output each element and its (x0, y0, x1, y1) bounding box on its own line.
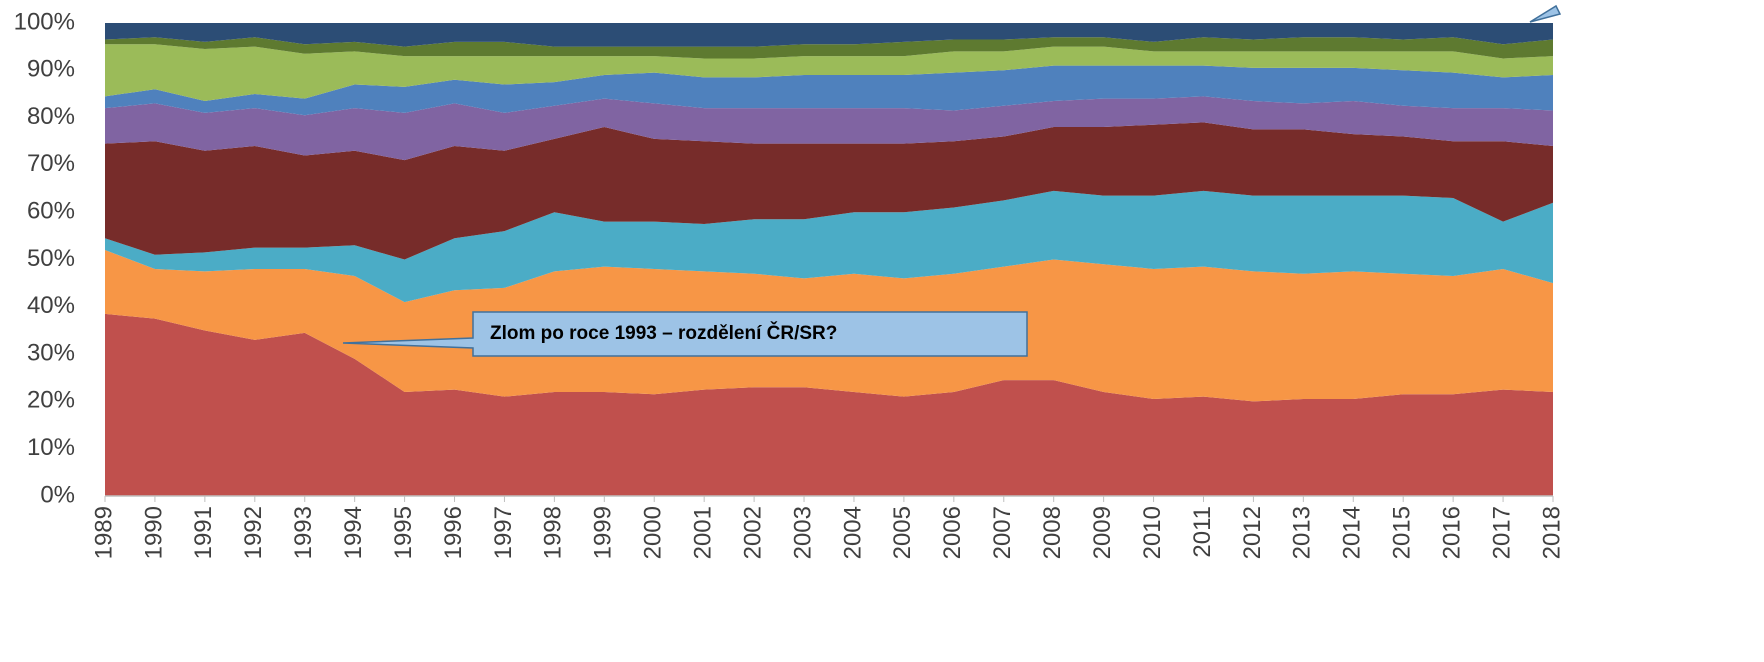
x-tick-label: 2016 (1438, 506, 1465, 559)
x-tick-label: 2014 (1339, 506, 1366, 559)
x-tick-label: 1996 (440, 506, 467, 559)
x-tick-label: 2000 (640, 506, 667, 559)
area (105, 37, 1553, 59)
x-tick-label: 2017 (1488, 506, 1515, 559)
x-tick-label: 2010 (1139, 506, 1166, 559)
area (105, 44, 1553, 102)
area (105, 190, 1553, 303)
x-tick-label: 1993 (290, 506, 317, 559)
x-tick-label: 1994 (340, 506, 367, 559)
x-tick-label: 2013 (1289, 506, 1316, 559)
x-tick-label: 2012 (1239, 506, 1266, 559)
x-tick-label: 1997 (490, 506, 517, 559)
x-tick-label: 1995 (390, 506, 417, 559)
area (105, 313, 1553, 496)
x-tick-label: 2001 (690, 506, 717, 559)
x-tick-label: 2015 (1389, 506, 1416, 559)
callout-box (342, 311, 1028, 357)
area (105, 122, 1553, 260)
x-tick-label: 2005 (889, 506, 916, 559)
x-tick-label: 2018 (1538, 506, 1565, 559)
x-tick-label: 1998 (540, 506, 567, 559)
x-tick-label: 1999 (590, 506, 617, 559)
y-tick-label: 90% (27, 56, 75, 83)
area (105, 23, 1553, 47)
x-tick-label: 2003 (789, 506, 816, 559)
y-tick-label: 80% (27, 103, 75, 130)
x-tick-label: 2004 (839, 506, 866, 559)
y-tick-label: 100% (14, 8, 75, 35)
arrow-decoration (1529, 4, 1562, 23)
y-tick-label: 60% (27, 198, 75, 225)
y-tick-label: 10% (27, 434, 75, 461)
y-tick-label: 40% (27, 292, 75, 319)
area (105, 96, 1553, 161)
plot-area (105, 23, 1553, 496)
y-tick-label: 20% (27, 387, 75, 414)
x-tick-label: 1990 (140, 506, 167, 559)
x-tick-label: 2006 (939, 506, 966, 559)
y-tick-label: 50% (27, 245, 75, 272)
x-tick-label: 1991 (190, 506, 217, 559)
x-tick-label: 1989 (90, 506, 117, 559)
x-tick-label: 2007 (989, 506, 1016, 559)
area (105, 65, 1553, 116)
annotation: Zlom po roce 1993 – rozdělení ČR/SR? (490, 322, 837, 344)
y-tick-label: 70% (27, 150, 75, 177)
y-tick-label: 0% (40, 481, 75, 508)
y-tick-label: 30% (27, 339, 75, 366)
x-tick-label: 2011 (1189, 506, 1216, 558)
x-tick-label: 2008 (1039, 506, 1066, 559)
x-tick-label: 1992 (240, 506, 267, 559)
x-tick-label: 2009 (1089, 506, 1116, 559)
x-tick-label: 2002 (739, 506, 766, 559)
